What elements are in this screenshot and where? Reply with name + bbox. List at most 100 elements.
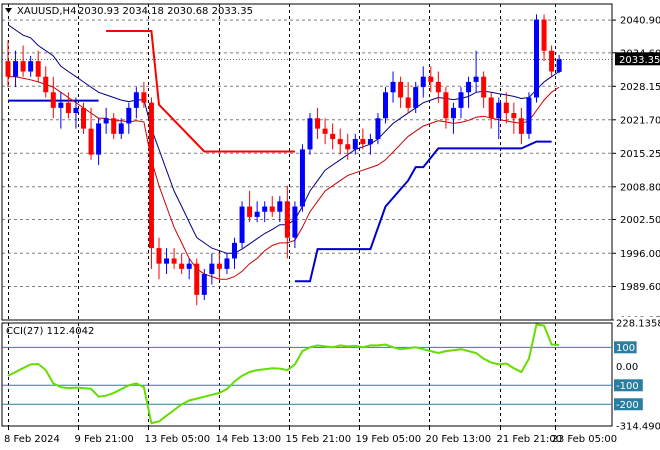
candle bbox=[420, 66, 426, 98]
candle bbox=[352, 133, 358, 155]
candle bbox=[133, 87, 139, 119]
candle bbox=[141, 81, 147, 108]
time-tick-label: 9 Feb 21:00 bbox=[75, 434, 134, 445]
candle bbox=[50, 76, 56, 119]
candle-body bbox=[518, 118, 524, 134]
candle bbox=[450, 102, 456, 134]
candle bbox=[58, 92, 64, 129]
cci-title: CCI(27) 112.4042 bbox=[6, 326, 94, 337]
candle bbox=[73, 97, 79, 129]
candle-body bbox=[232, 242, 237, 259]
candle bbox=[488, 92, 494, 129]
candle bbox=[428, 66, 434, 93]
candle bbox=[534, 14, 539, 103]
grid bbox=[2, 4, 612, 426]
candle-body bbox=[148, 102, 154, 249]
candle-body bbox=[179, 263, 185, 269]
candle-body bbox=[194, 263, 200, 295]
candle bbox=[284, 185, 290, 259]
candle-body bbox=[481, 76, 487, 98]
candle bbox=[518, 107, 524, 145]
candle-body bbox=[277, 201, 283, 212]
candle-body bbox=[405, 97, 411, 108]
candle-body bbox=[96, 123, 102, 155]
trailing-stop-segment bbox=[106, 30, 295, 153]
ohlc-values: 2030.93 2034.18 2030.68 2033.35 bbox=[78, 6, 253, 17]
candle bbox=[549, 45, 555, 77]
time-tick-label: 21 Feb 21:00 bbox=[497, 434, 563, 445]
candle bbox=[239, 201, 245, 249]
time-tick-label: 23 Feb 05:00 bbox=[552, 434, 618, 445]
candle bbox=[262, 201, 268, 223]
candle-body bbox=[186, 263, 192, 269]
time-tick-label: 13 Feb 05:00 bbox=[145, 434, 211, 445]
candle-body bbox=[556, 59, 562, 72]
candle-body bbox=[466, 81, 472, 93]
candle bbox=[277, 196, 283, 223]
candle-body bbox=[549, 50, 555, 72]
cci-tick-box bbox=[614, 317, 660, 329]
candle bbox=[511, 102, 517, 134]
candle bbox=[43, 66, 49, 98]
candle-body bbox=[209, 263, 215, 275]
candle-body bbox=[435, 81, 441, 93]
candle-body bbox=[390, 81, 396, 93]
candle bbox=[345, 133, 351, 160]
cci-tick-label: -200 bbox=[616, 400, 639, 411]
price-frame bbox=[1, 3, 613, 321]
candle bbox=[458, 87, 464, 119]
candle-body bbox=[224, 258, 230, 269]
cci-path bbox=[7, 323, 560, 425]
candle-body bbox=[541, 19, 547, 51]
candle-body bbox=[5, 61, 11, 77]
candle-body bbox=[360, 139, 366, 145]
candle bbox=[526, 92, 532, 140]
candle bbox=[503, 92, 509, 124]
time-tick-label: 14 Feb 13:00 bbox=[216, 434, 282, 445]
candle-body bbox=[126, 107, 132, 124]
candle bbox=[405, 81, 411, 114]
candle-body bbox=[247, 206, 253, 217]
candle bbox=[481, 71, 487, 108]
candle-body bbox=[35, 61, 41, 77]
candle bbox=[13, 50, 19, 88]
candle bbox=[269, 196, 275, 217]
candle bbox=[473, 50, 479, 93]
candle-body bbox=[383, 92, 388, 119]
cci-frame bbox=[1, 322, 613, 427]
candle-body bbox=[81, 107, 86, 129]
candle bbox=[179, 253, 185, 275]
candle-body bbox=[20, 61, 26, 72]
candle bbox=[216, 253, 222, 280]
cci-levels bbox=[2, 346, 612, 405]
cci-tick-label: -100 bbox=[616, 381, 639, 392]
candle-body bbox=[352, 139, 358, 150]
candle bbox=[390, 71, 396, 103]
candle-body bbox=[534, 19, 539, 98]
candle-body bbox=[111, 118, 117, 134]
candle bbox=[315, 107, 321, 140]
candle bbox=[194, 258, 200, 306]
last-price-label: 2033.35 bbox=[619, 55, 660, 66]
candle bbox=[88, 107, 94, 160]
candle-body bbox=[239, 206, 245, 243]
candle-body bbox=[103, 118, 109, 124]
candle-body bbox=[398, 81, 404, 98]
candle bbox=[541, 14, 547, 62]
candle-body bbox=[526, 97, 532, 134]
price-tick-label: 1989.60 bbox=[620, 282, 660, 293]
candle bbox=[254, 201, 260, 223]
candle bbox=[186, 258, 192, 280]
candle-body bbox=[345, 144, 351, 150]
candle bbox=[171, 248, 177, 269]
cci-tick-label: -314.4902 bbox=[616, 422, 660, 433]
dropdown-triangle-icon[interactable] bbox=[5, 8, 12, 13]
price-panel bbox=[5, 14, 562, 306]
time-tick-label: 15 Feb 21:00 bbox=[286, 434, 352, 445]
candle bbox=[413, 81, 419, 114]
candle bbox=[209, 253, 215, 285]
last-price-tag: 2033.35 bbox=[615, 52, 660, 66]
trailing-line bbox=[8, 76, 560, 280]
chart-title: XAUUSD,H4 bbox=[17, 6, 76, 17]
